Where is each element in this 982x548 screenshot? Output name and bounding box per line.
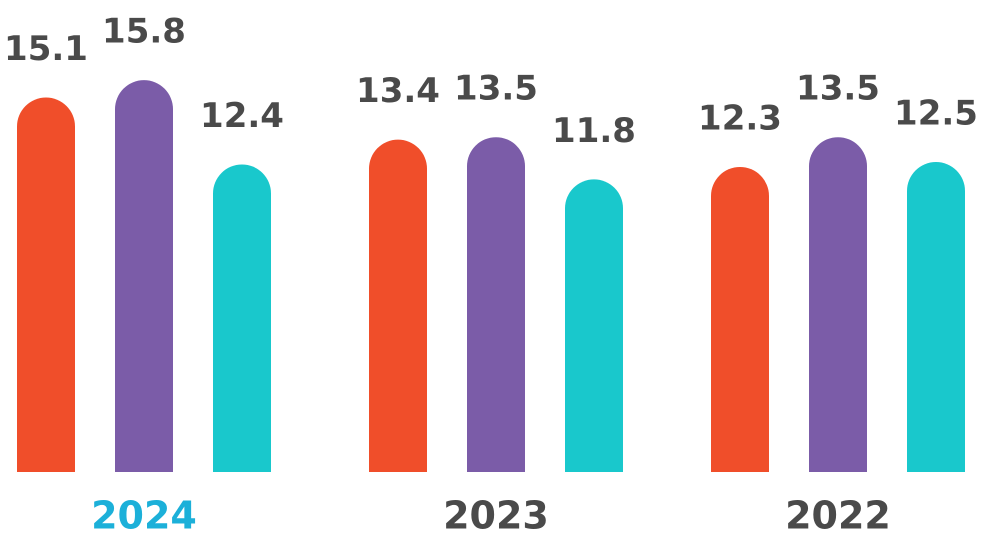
value-label: 12.4 [200,96,284,136]
bar [213,164,271,473]
value-label: 13.5 [454,69,538,109]
x-tick-label: 2022 [785,494,891,538]
value-label: 15.1 [4,29,88,69]
value-label: 13.4 [356,71,440,111]
bar [809,137,867,472]
bar [17,97,75,472]
bar [369,139,427,472]
value-label: 13.5 [796,69,880,109]
x-tick-label: 2023 [443,494,549,538]
value-label: 12.3 [698,98,782,138]
bar [907,162,965,472]
bar [115,80,173,472]
bar [467,137,525,472]
value-label: 15.8 [102,12,186,52]
value-label: 12.5 [894,94,978,134]
bar [711,166,769,472]
bar [565,179,623,473]
x-tick-label: 2024 [91,494,197,538]
value-label: 11.8 [552,111,636,151]
